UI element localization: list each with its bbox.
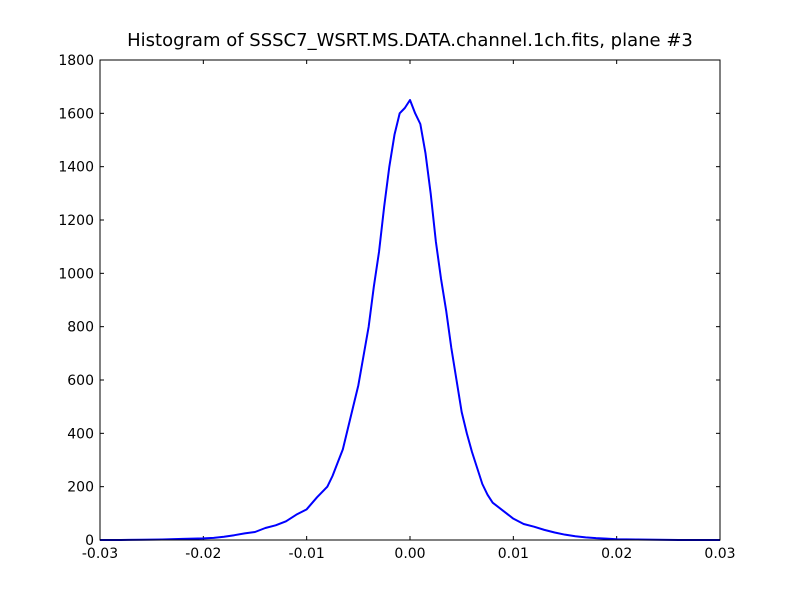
histogram-line [100,99,720,541]
y-tick-label: 200 [67,480,94,496]
x-tick-label: -0.02 [185,546,221,562]
series-group [100,99,720,541]
y-tick-label: 1000 [58,266,94,282]
x-tick-label: 0.01 [498,546,529,562]
x-tick-label: 0.03 [704,546,735,562]
plot-area-frame [99,59,721,541]
y-tick-label: 1400 [58,160,94,176]
x-tick-label: 0.02 [601,546,632,562]
x-tick-label: -0.01 [289,546,325,562]
y-tick-label: 600 [67,373,94,389]
chart-title: Histogram of SSSC7_WSRT.MS.DATA.channel.… [127,30,693,51]
x-tick-label: -0.03 [82,546,118,562]
y-tick-label: 400 [67,426,94,442]
y-tick-label: 1200 [58,213,94,229]
x-axis-ticks: -0.03 -0.02 -0.01 0.00 0.01 0.02 0.03 [82,60,736,562]
x-tick-label: 0.00 [394,546,425,562]
y-axis-ticks: 0 200 400 600 800 1000 1200 1400 1600 1800 [58,53,720,549]
y-tick-label: 800 [67,320,94,336]
y-tick-label: 1800 [58,53,94,69]
y-tick-label: 0 [85,533,94,549]
y-tick-label: 1600 [58,106,94,122]
